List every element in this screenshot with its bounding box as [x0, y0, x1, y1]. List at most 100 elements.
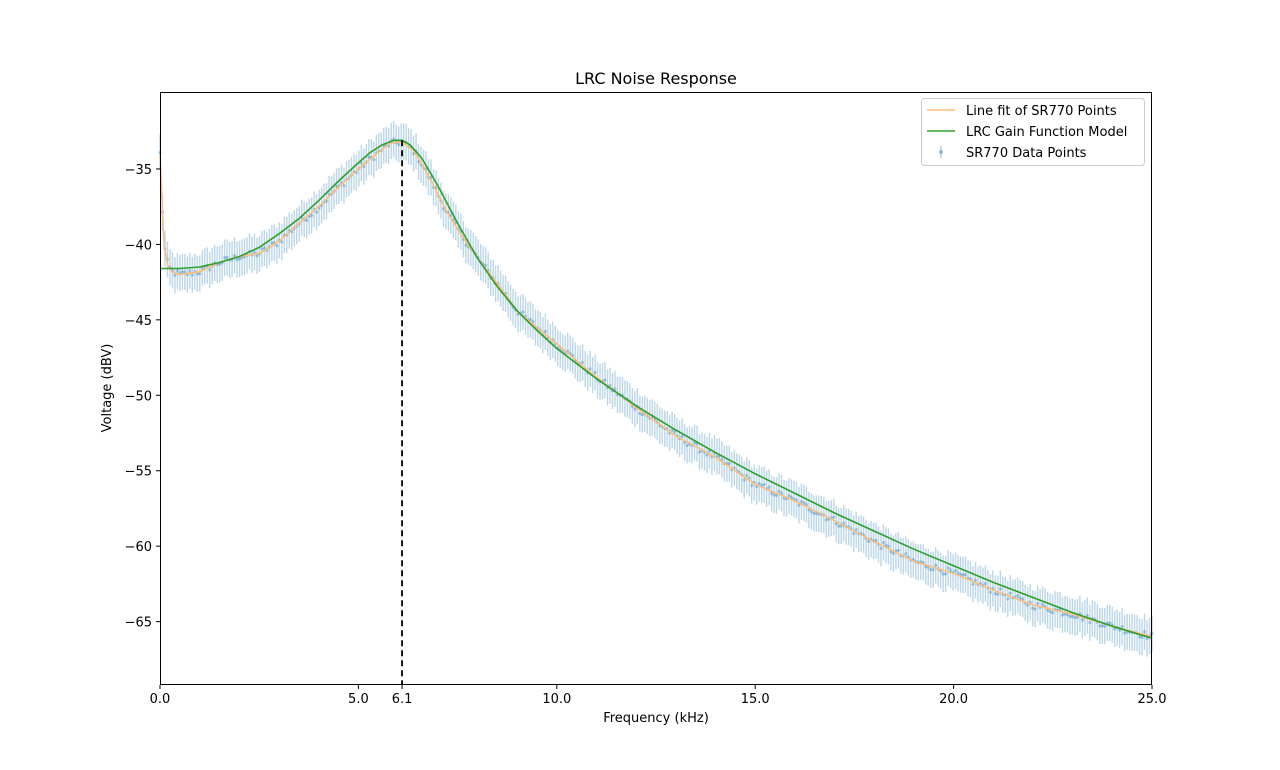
data-point [944, 572, 948, 576]
data-point [807, 508, 811, 512]
data-point [275, 244, 279, 248]
error-bars [159, 121, 1153, 657]
data-point [232, 253, 237, 258]
data-point [809, 510, 813, 514]
data-point [198, 272, 202, 276]
data-point [1103, 624, 1107, 628]
data-point [988, 590, 992, 594]
data-point [697, 450, 702, 454]
data-point [779, 491, 784, 495]
data-point [528, 317, 533, 322]
y-tick-label: −35 [125, 163, 152, 178]
data-point [543, 329, 547, 334]
y-tick-label: −40 [125, 238, 152, 253]
data-point [188, 269, 192, 273]
y-tick-label: −60 [125, 540, 152, 555]
data-point [1018, 596, 1022, 600]
data-point [1041, 602, 1045, 607]
data-point [1113, 627, 1117, 631]
data-point [852, 531, 856, 536]
data-point [750, 483, 754, 488]
data-point [190, 273, 194, 277]
x-tick-label: 20.0 [939, 692, 968, 707]
data-point [705, 453, 709, 457]
series-lines [159, 139, 1153, 639]
data-point [1060, 613, 1065, 617]
legend-label-line-fit: Line fit of SR770 Points [966, 104, 1117, 119]
data-point [225, 255, 229, 259]
data-point [1045, 608, 1050, 612]
data-point [1033, 607, 1037, 611]
data-point [745, 473, 749, 478]
data-point [183, 270, 187, 274]
y-tick-label: −55 [125, 465, 152, 480]
data-point [881, 540, 886, 545]
data-point [777, 489, 781, 493]
data-point [837, 524, 841, 528]
data-point [1073, 616, 1077, 620]
data-point [949, 568, 953, 572]
data-point [934, 563, 938, 567]
data-point [770, 491, 774, 496]
data-point [971, 582, 975, 586]
x-axis-ticks: 0.0 5.0 6.1 10.0 15.0 20.0 25.0 [150, 685, 1166, 707]
data-point [789, 495, 794, 500]
data-point [685, 443, 689, 448]
data-point [993, 592, 997, 596]
data-point [931, 568, 935, 572]
data-point [832, 515, 836, 519]
data-point [842, 521, 846, 525]
data-point [834, 522, 838, 526]
data-point [874, 538, 878, 543]
data-point [973, 578, 978, 582]
data-point [372, 158, 376, 162]
data-point [953, 568, 958, 573]
data-point [998, 587, 1002, 591]
y-axis-label: Voltage (dBV) [100, 344, 115, 433]
data-point [235, 258, 239, 262]
legend-swatch-data-points [939, 146, 943, 158]
data-point [1065, 613, 1070, 617]
data-point [1142, 630, 1147, 634]
data-point [593, 370, 597, 374]
data-point [270, 241, 274, 245]
y-axis-ticks: −35 −40 −45 −50 −55 −60 −65 [125, 163, 160, 631]
data-point [983, 581, 988, 586]
data-point [670, 428, 674, 432]
data-point [1006, 597, 1010, 601]
data-point [1070, 614, 1075, 619]
data-point [941, 572, 945, 576]
data-point [1123, 631, 1127, 635]
data-point [673, 430, 677, 434]
data-point [1120, 625, 1124, 629]
chart-title: LRC Noise Response [575, 69, 737, 88]
x-tick-label: 15.0 [741, 692, 770, 707]
data-point [904, 552, 908, 556]
data-point [484, 263, 488, 268]
x-tick-label: 0.0 [150, 692, 171, 707]
data-point [757, 481, 761, 486]
data-point [896, 548, 901, 552]
data-point [252, 250, 257, 254]
data-point [195, 272, 199, 276]
data-point [1068, 614, 1072, 619]
data-point [963, 573, 968, 577]
x-tick-label: 6.1 [392, 692, 413, 707]
legend-point-glyph [939, 150, 943, 154]
legend-label-data-points: SR770 Data Points [966, 146, 1087, 161]
data-point [173, 273, 177, 277]
data-point [603, 378, 607, 382]
data-point [884, 543, 888, 547]
data-point [767, 485, 771, 489]
data-point [223, 256, 227, 260]
x-tick-label: 10.0 [542, 692, 571, 707]
data-point [787, 494, 791, 498]
data-point [1036, 601, 1040, 606]
data-point [310, 213, 314, 217]
model-series [160, 139, 1153, 639]
data-point [762, 483, 766, 487]
data-point [521, 310, 525, 314]
data-point [824, 518, 828, 522]
data-point [588, 367, 592, 371]
